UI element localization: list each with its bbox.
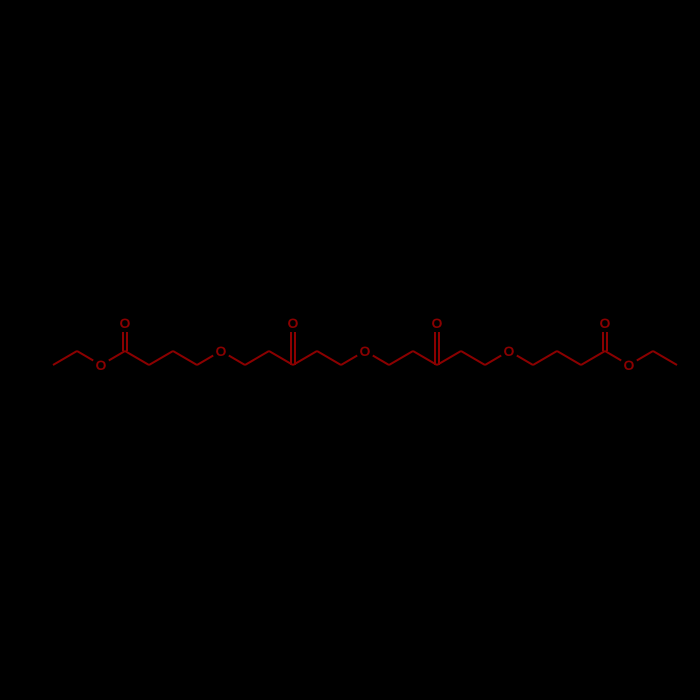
atom-label-o: O [96, 357, 107, 373]
bond [653, 351, 677, 365]
atom-label-o: O [360, 343, 371, 359]
atom-label-o: O [432, 315, 443, 331]
bond [437, 351, 461, 365]
atom-label-o: O [120, 315, 131, 331]
atom-label-o: O [288, 315, 299, 331]
atoms-layer: O O O O O O O O O [96, 315, 635, 373]
bond [173, 351, 197, 365]
bond [485, 356, 501, 365]
bond [125, 351, 149, 365]
bond [373, 356, 389, 365]
bond [109, 351, 125, 360]
bond [341, 356, 357, 365]
bond [637, 351, 653, 360]
bond [413, 351, 437, 365]
bond [229, 356, 245, 365]
bond [533, 351, 557, 365]
atom-label-o: O [600, 315, 611, 331]
bond [557, 351, 581, 365]
bond [605, 351, 621, 360]
bond [149, 351, 173, 365]
bond [581, 351, 605, 365]
bond [269, 351, 293, 365]
bond [77, 351, 93, 360]
bond [53, 351, 77, 365]
bond [197, 356, 213, 365]
atom-label-o: O [624, 357, 635, 373]
bond [293, 351, 317, 365]
atom-label-o: O [216, 343, 227, 359]
bond [461, 351, 485, 365]
bond [317, 351, 341, 365]
bond [245, 351, 269, 365]
bond [389, 351, 413, 365]
molecule-diagram: O O O O O O O O O [0, 0, 700, 700]
bond [517, 356, 533, 365]
atom-label-o: O [504, 343, 515, 359]
